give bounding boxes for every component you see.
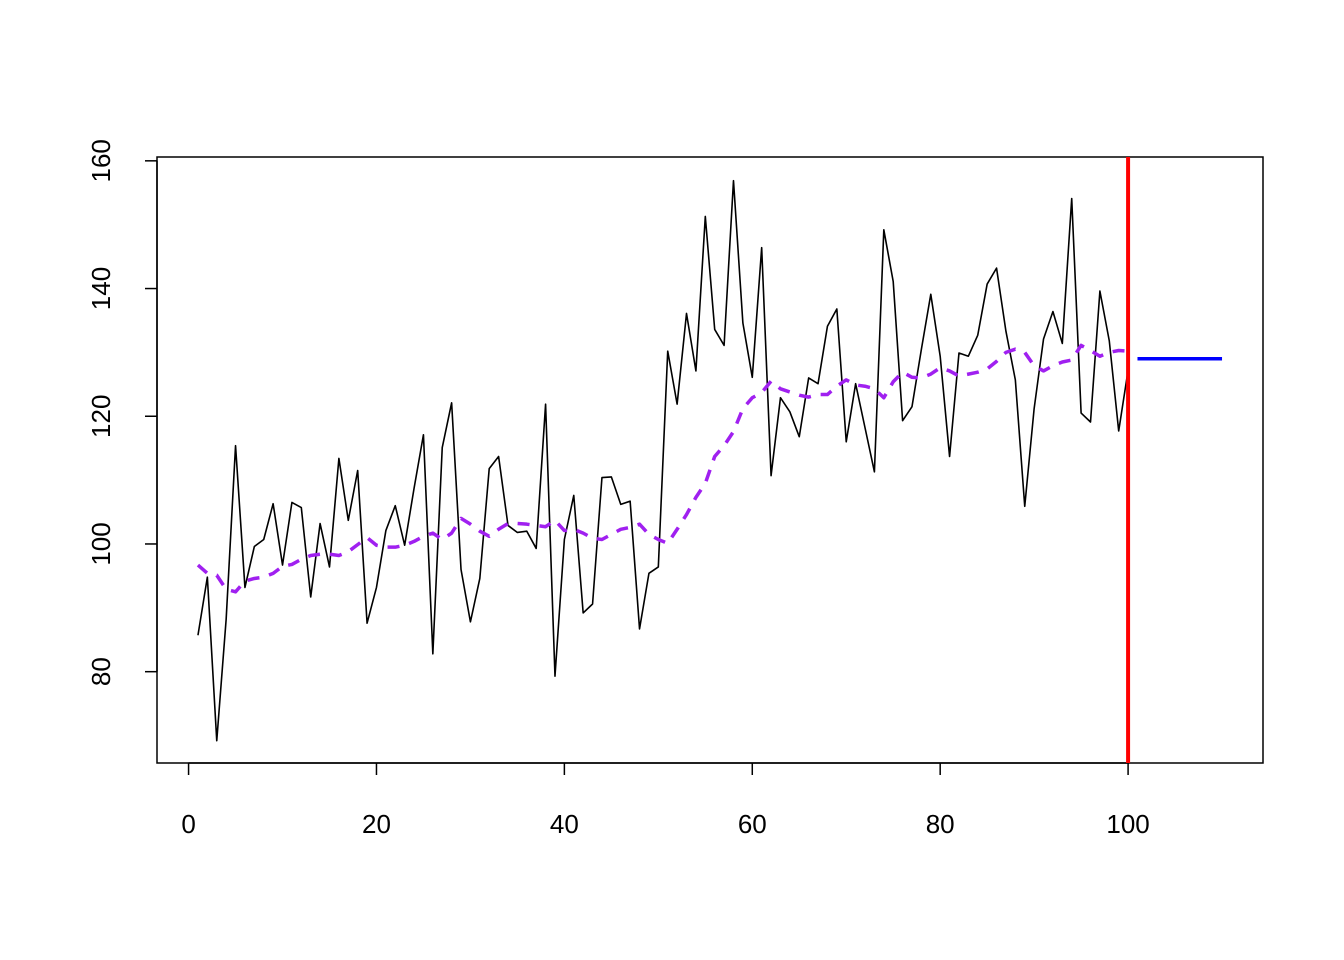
series-line [197, 179, 1129, 742]
x-tick-label: 100 [1106, 809, 1149, 839]
series-line [196, 343, 1129, 594]
x-tick-label: 20 [362, 809, 391, 839]
x-tick-label: 0 [181, 809, 195, 839]
y-tick-label: 80 [86, 657, 116, 686]
x-tick-label: 60 [738, 809, 767, 839]
x-tick-label: 40 [550, 809, 579, 839]
y-tick-label: 160 [86, 139, 116, 182]
plot-box [156, 156, 1264, 764]
x-tick-label: 80 [926, 809, 955, 839]
y-tick-label: 120 [86, 395, 116, 438]
y-tick-label: 140 [86, 267, 116, 310]
y-tick-label: 100 [86, 522, 116, 565]
